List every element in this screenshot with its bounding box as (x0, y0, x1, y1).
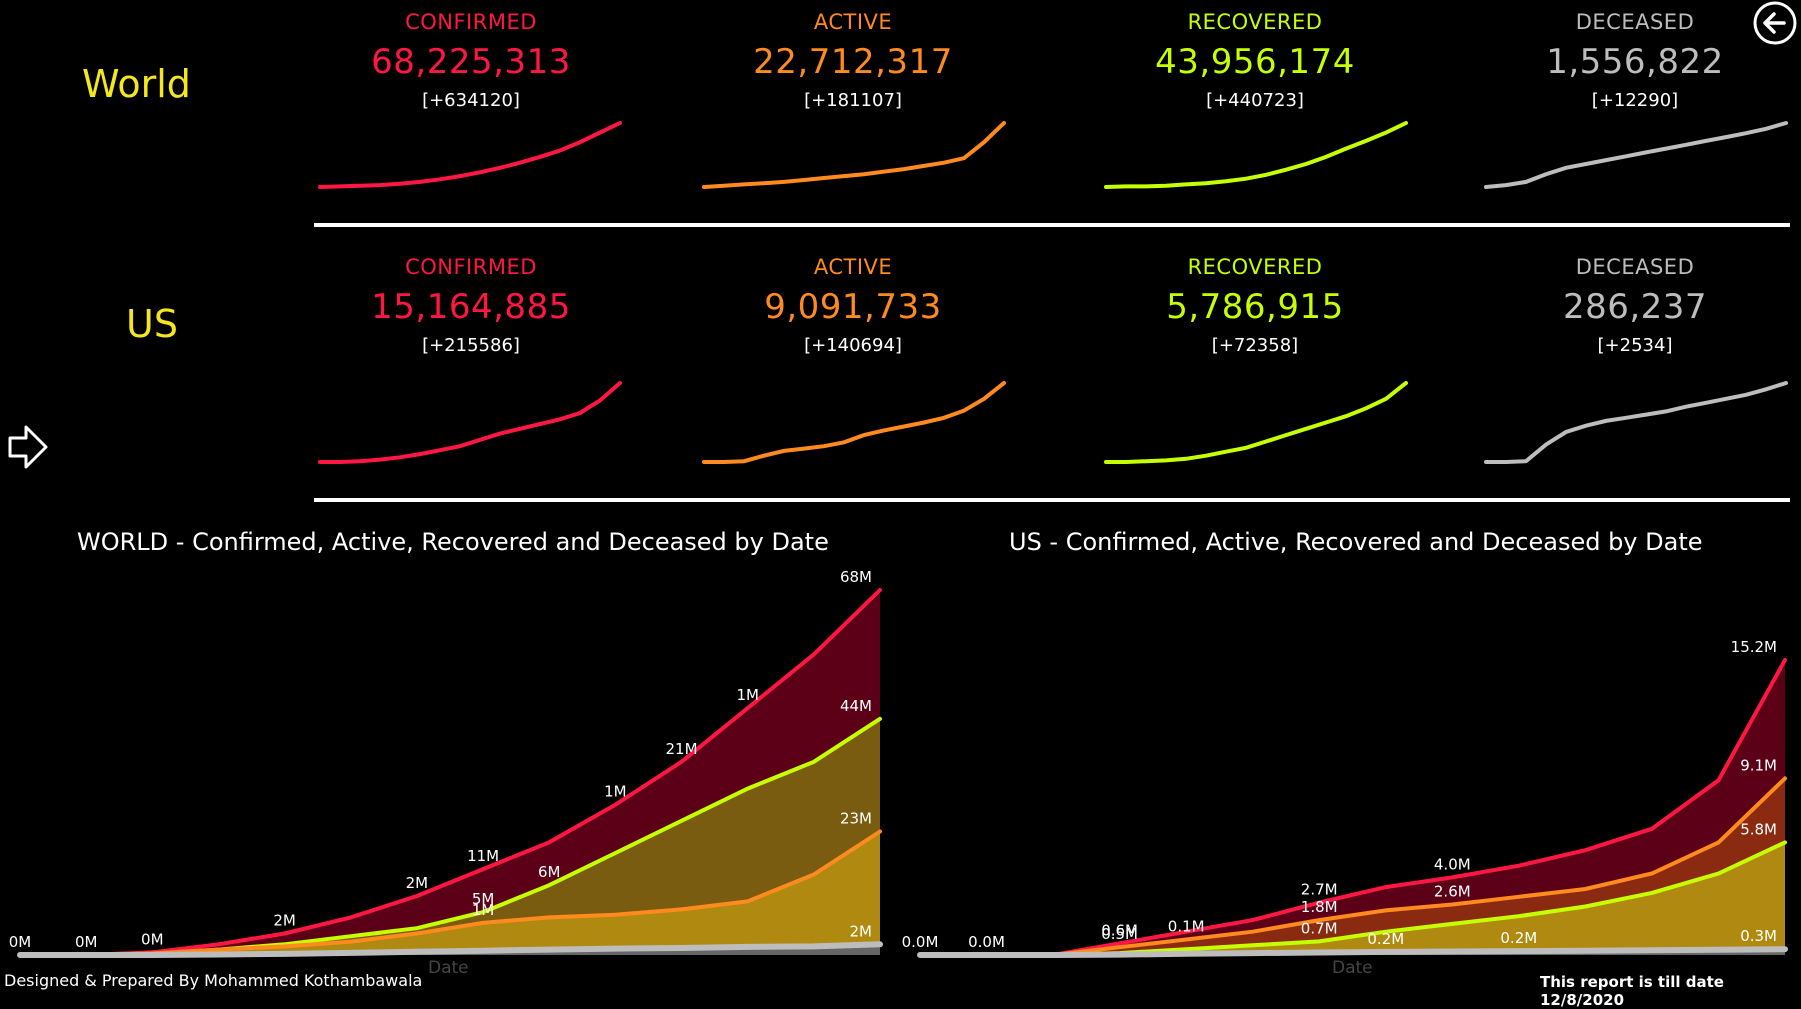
data-label: 0.2M (1500, 929, 1537, 947)
data-label: 5.8M (1740, 820, 1777, 838)
circle-arrow-left-icon (1753, 1, 1797, 45)
data-label: 0.7M (1301, 919, 1338, 937)
data-label: 0.0M (902, 933, 939, 951)
data-label: 1M (472, 901, 495, 919)
kpi-delta: [+72358] (1211, 335, 1299, 356)
outline-arrow-right-icon (8, 425, 48, 469)
kpi-value: 43,956,174 (1155, 42, 1355, 82)
kpi-delta: [+440723] (1206, 90, 1304, 111)
kpi-label: ACTIVE (813, 255, 893, 279)
area-active (20, 831, 880, 955)
kpi-delta: [+215586] (422, 335, 520, 356)
data-label: 0.2M (1367, 930, 1404, 948)
back-button[interactable] (1752, 0, 1798, 46)
kpi-delta: [+181107] (804, 90, 902, 111)
data-label: 0.5M (1101, 925, 1138, 943)
us-sparklines (318, 381, 1788, 464)
data-label: 2M (273, 912, 296, 930)
data-label: 0.6M (1101, 921, 1138, 939)
data-label: 1M (604, 783, 627, 801)
credit-text: Designed & Prepared By Mohammed Kothamba… (4, 971, 423, 990)
data-label: 2.6M (1434, 883, 1471, 901)
data-label: 44M (840, 697, 872, 715)
report-date-text: This report is till date 12/8/2020 (1540, 973, 1724, 1009)
line-deceased (917, 946, 1788, 958)
data-label: 21M (665, 740, 697, 758)
us-chart-title: US - Confirmed, Active, Recovered and De… (1009, 528, 1703, 556)
area-confirmed (920, 660, 1785, 955)
kpi-delta: [+2534] (1597, 335, 1673, 356)
kpi-label: DECEASED (1575, 255, 1695, 279)
world-confirmed-card: CONFIRMED 68,225,313 [+634120] (281, 10, 661, 111)
world-active-sparkline (702, 121, 1006, 189)
us-confirmed-sparkline (318, 381, 622, 464)
data-label: 0.0M (968, 933, 1005, 951)
data-label: 0M (141, 930, 164, 948)
world-deceased-sparkline (1484, 121, 1788, 189)
kpi-value: 286,237 (1562, 287, 1708, 327)
data-label: 0.3M (1740, 927, 1777, 945)
world-chart-title: WORLD - Confirmed, Active, Recovered and… (77, 528, 829, 556)
data-label: 1.8M (1301, 898, 1338, 916)
data-label: 2M (850, 922, 873, 940)
area-recovered (20, 718, 880, 955)
data-label: 1M (736, 686, 759, 704)
world-sparklines (318, 121, 1788, 189)
us-chart-xlabel: Date (1332, 958, 1373, 978)
us-confirmed-card: CONFIRMED 15,164,885 [+215586] (281, 255, 661, 356)
data-label: 2M (406, 874, 429, 892)
kpi-label: RECOVERED (1187, 255, 1323, 279)
kpi-value: 5,786,915 (1166, 287, 1344, 327)
line-deceased (17, 941, 883, 958)
region-label-world: World (82, 62, 191, 106)
us-recovered-card: RECOVERED 5,786,915 [+72358] (1065, 255, 1445, 356)
kpi-value: 1,556,822 (1546, 42, 1724, 82)
us-deceased-card: DECEASED 286,237 [+2534] (1445, 255, 1801, 356)
kpi-delta: [+140694] (804, 335, 902, 356)
data-label: 2.7M (1301, 881, 1338, 899)
world-chart-xlabel: Date (428, 958, 469, 978)
world-active-card: ACTIVE 22,712,317 [+181107] (663, 10, 1043, 111)
kpi-label: RECOVERED (1187, 10, 1323, 34)
region-label-us: US (126, 302, 178, 346)
data-label: 0.1M (1168, 918, 1205, 936)
us-active-sparkline (702, 381, 1006, 464)
area-deceased (20, 944, 880, 955)
kpi-value: 68,225,313 (371, 42, 571, 82)
data-label: 4.0M (1434, 855, 1471, 873)
divider-bottom (314, 498, 1790, 502)
data-label: 23M (840, 810, 872, 828)
data-label: 9.1M (1740, 756, 1777, 774)
kpi-delta: [+12290] (1591, 90, 1679, 111)
data-label: 0M (9, 933, 32, 951)
us-active-card: ACTIVE 9,091,733 [+140694] (663, 255, 1043, 356)
kpi-label: CONFIRMED (405, 255, 537, 279)
area-recovered (920, 842, 1785, 955)
world-confirmed-sparkline (318, 121, 622, 189)
us-recovered-sparkline (1104, 381, 1408, 464)
data-label: 5M (472, 890, 495, 908)
kpi-value: 22,712,317 (753, 42, 953, 82)
data-label: 0M (75, 933, 98, 951)
kpi-label: DECEASED (1575, 10, 1695, 34)
world-recovered-sparkline (1104, 121, 1408, 189)
data-label: 68M (840, 570, 872, 586)
kpi-label: ACTIVE (813, 10, 893, 34)
data-label: 15.2M (1731, 638, 1777, 656)
kpi-label: CONFIRMED (405, 10, 537, 34)
data-label: 11M (467, 847, 499, 865)
kpi-delta: [+634120] (422, 90, 520, 111)
divider-top (314, 223, 1790, 227)
world-recovered-card: RECOVERED 43,956,174 [+440723] (1065, 10, 1445, 111)
next-button[interactable] (6, 422, 50, 472)
kpi-value: 9,091,733 (764, 287, 942, 327)
data-label: 6M (538, 863, 561, 881)
us-deceased-sparkline (1484, 381, 1788, 464)
world-deceased-card: DECEASED 1,556,822 [+12290] (1445, 10, 1801, 111)
us-area-chart: 0.0M 0.0M 0.6M0.5M 0.1M 2.7M1.8M 0.7M 0.2M 4.0M… (902, 638, 1788, 958)
kpi-value: 15,164,885 (371, 287, 571, 327)
